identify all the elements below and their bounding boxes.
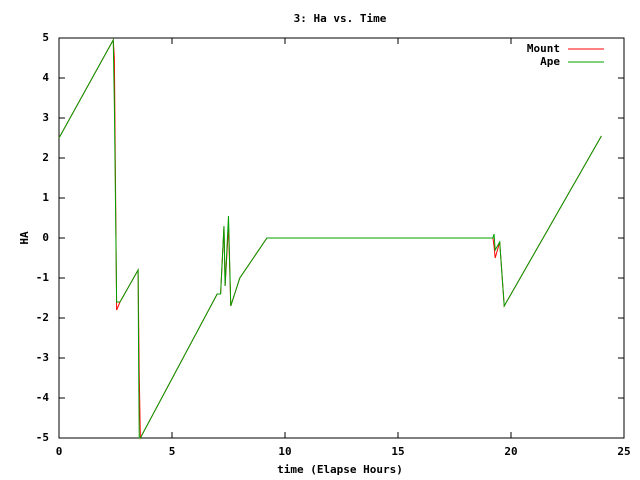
y-tick-label: -1 <box>36 271 50 284</box>
x-tick-label: 10 <box>278 445 291 458</box>
y-tick-label: -3 <box>36 351 49 364</box>
y-tick-label: 2 <box>42 151 49 164</box>
x-axis-label: time (Elapse Hours) <box>277 463 403 476</box>
x-tick-label: 5 <box>169 445 176 458</box>
legend-label: Mount <box>527 42 560 55</box>
x-tick-label: 25 <box>617 445 630 458</box>
x-tick-label: 20 <box>504 445 517 458</box>
y-tick-label: 0 <box>42 231 49 244</box>
chart-title: 3: Ha vs. Time <box>294 12 387 25</box>
x-tick-label: 15 <box>391 445 404 458</box>
legend-label: Ape <box>540 55 560 68</box>
y-tick-label: -5 <box>36 431 49 444</box>
y-tick-label: -4 <box>36 391 50 404</box>
y-tick-label: -2 <box>36 311 49 324</box>
series-line <box>58 38 602 439</box>
y-tick-label: 4 <box>42 71 49 84</box>
y-axis-label: HA <box>18 231 31 245</box>
y-tick-label: 3 <box>42 111 49 124</box>
x-tick-label: 0 <box>56 445 63 458</box>
y-tick-label: 5 <box>42 31 49 44</box>
y-tick-label: 1 <box>42 191 49 204</box>
